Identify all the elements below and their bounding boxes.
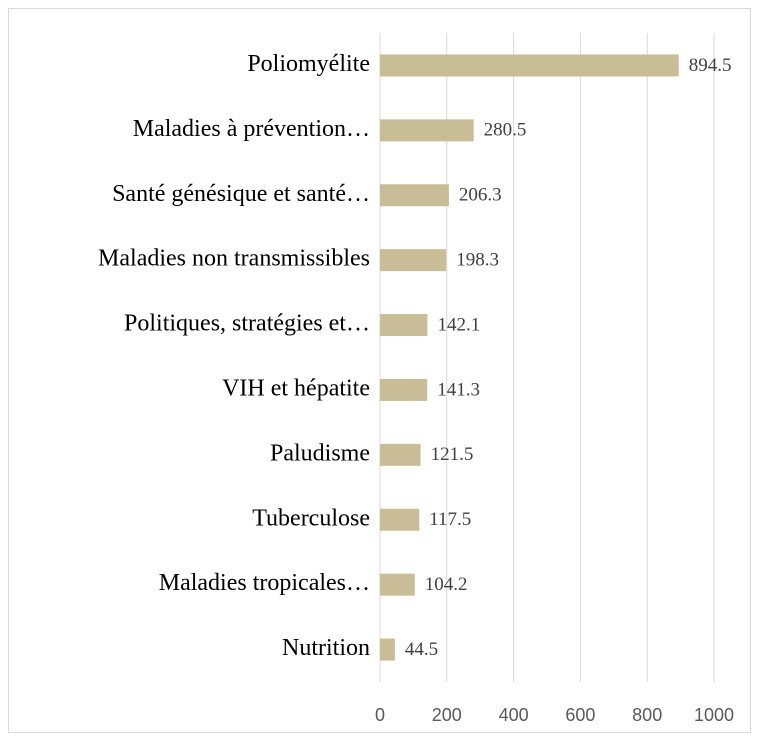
bar bbox=[380, 119, 474, 142]
value-label: 206.3 bbox=[459, 185, 502, 206]
y-tick-label: Maladies non transmissibles bbox=[98, 246, 370, 272]
y-tick-label: VIH et hépatite bbox=[222, 375, 370, 401]
x-tick-label: 600 bbox=[565, 705, 595, 725]
x-tick-label: 0 bbox=[375, 705, 385, 725]
bar bbox=[380, 249, 447, 272]
x-tick-label: 1000 bbox=[694, 705, 734, 725]
value-label: 280.5 bbox=[484, 120, 527, 141]
value-label: 117.5 bbox=[429, 509, 471, 530]
bar bbox=[380, 443, 421, 466]
bar bbox=[380, 54, 679, 77]
y-tick-label: Tuberculose bbox=[252, 505, 370, 531]
bar bbox=[380, 314, 428, 337]
y-tick-label: Paludisme bbox=[270, 440, 370, 466]
x-tick-label: 400 bbox=[499, 705, 529, 725]
value-label: 894.5 bbox=[689, 55, 732, 76]
y-tick-label: Maladies tropicales… bbox=[159, 570, 370, 596]
bar bbox=[380, 573, 415, 596]
value-label: 121.5 bbox=[431, 444, 474, 465]
bar bbox=[380, 638, 395, 661]
value-label: 104.2 bbox=[425, 574, 468, 595]
y-tick-label: Politiques, stratégies et… bbox=[124, 311, 370, 337]
value-label: 44.5 bbox=[405, 639, 438, 660]
value-label: 142.1 bbox=[437, 314, 480, 335]
value-label: 141.3 bbox=[437, 379, 480, 400]
bar bbox=[380, 184, 449, 207]
y-tick-label: Poliomyélite bbox=[247, 51, 370, 77]
bar bbox=[380, 378, 428, 401]
y-tick-label: Maladies à prévention… bbox=[133, 116, 370, 142]
value-label: 198.3 bbox=[456, 250, 499, 271]
y-tick-label: Santé génésique et santé… bbox=[112, 181, 370, 207]
y-tick-label: Nutrition bbox=[282, 635, 370, 661]
bar bbox=[380, 508, 420, 531]
x-tick-label: 800 bbox=[632, 705, 662, 725]
x-tick-label: 200 bbox=[432, 705, 462, 725]
